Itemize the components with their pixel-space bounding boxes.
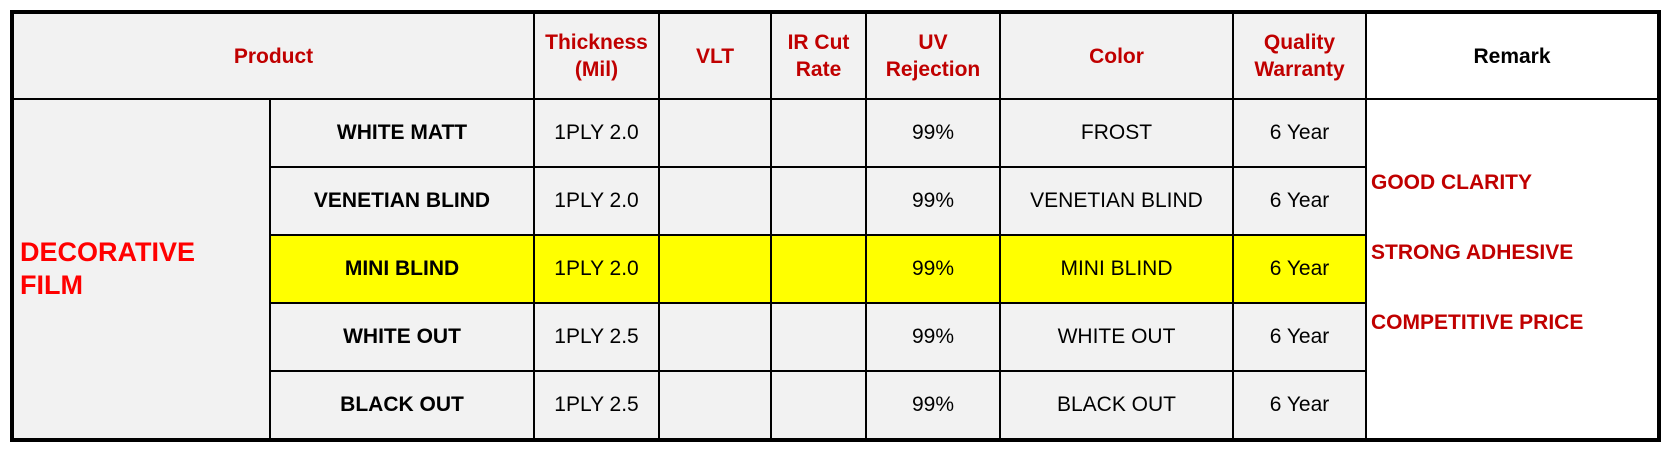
uv-cell: 99% [865,370,1001,441]
thickness-cell: 1PLY 2.0 [533,166,660,236]
thickness-cell: 1PLY 2.5 [533,302,660,372]
header-cell: Quality Warranty [1232,11,1367,100]
header-cell: VLT [658,11,772,100]
product-cell: BLACK OUT [269,370,535,441]
color-cell: FROST [999,98,1234,168]
header-cell: UV Rejection [865,11,1001,100]
vlt-cell [658,302,772,372]
uv-cell: 99% [865,166,1001,236]
header-cell: Remark [1365,11,1660,100]
product-cell: VENETIAN BLIND [269,166,535,236]
remark-text: COMPETITIVE PRICE [1371,311,1584,334]
color-cell: MINI BLIND [999,234,1234,304]
remarks-cell: GOOD CLARITY STRONG ADHESIVE COMPETITIVE P… [1365,98,1660,441]
table-body: DECORATIVE FILM WHITE MATT 1PLY 2.0 99% FROS… [11,98,1660,441]
header-cell: Product [11,11,535,100]
header-cell: Color [999,11,1234,100]
table-row: DECORATIVE FILM WHITE MATT 1PLY 2.0 99% FROS… [11,98,1660,441]
warranty-cell: 6 Year [1232,98,1367,168]
product-cell: WHITE OUT [269,302,535,372]
uv-cell: 99% [865,302,1001,372]
table-header: Product Thickness (Mil) VLT IR Cut Rate UV R… [11,11,1660,100]
vlt-cell [658,370,772,441]
table-row: BLACK OUT 1PLY 2.5 99% BLACK OUT 6 Year [12,370,1659,441]
uv-cell: 99% [865,98,1001,168]
table-row: WHITE OUT 1PLY 2.5 99% WHITE OUT 6 Year [12,302,1659,372]
color-cell: VENETIAN BLIND [999,166,1234,236]
ir-cell [770,370,867,441]
ir-cell [770,234,867,304]
group-cell: DECORATIVE FILM [11,98,271,441]
header-row: Product Thickness (Mil) VLT IR Cut Rate UV R… [11,11,1660,100]
thickness-cell: 1PLY 2.5 [533,370,660,441]
ir-cell [770,166,867,236]
uv-cell: 99% [865,234,1001,304]
product-table: Product Thickness (Mil) VLT IR Cut Rate UV R… [10,10,1661,442]
thickness-cell: 1PLY 2.0 [533,234,660,304]
table-row: MINI BLIND 1PLY 2.0 99% MINI BLIND 6 Year [12,234,1659,304]
ir-cell [770,302,867,372]
vlt-cell [658,166,772,236]
product-cell: WHITE MATT [269,98,535,168]
vlt-cell [658,234,772,304]
product-cell: MINI BLIND [269,234,535,304]
remark-text: GOOD CLARITY [1371,171,1532,194]
warranty-cell: 6 Year [1232,302,1367,372]
table-row: VENETIAN BLIND 1PLY 2.0 99% VENETIAN BLIND 6… [12,166,1659,236]
thickness-cell: 1PLY 2.0 [533,98,660,168]
warranty-cell: 6 Year [1232,370,1367,441]
warranty-cell: 6 Year [1232,234,1367,304]
color-cell: BLACK OUT [999,370,1234,441]
header-cell: Thickness (Mil) [533,11,660,100]
vlt-cell [658,98,772,168]
ir-cell [770,98,867,168]
color-cell: WHITE OUT [999,302,1234,372]
warranty-cell: 6 Year [1232,166,1367,236]
header-cell: IR Cut Rate [770,11,867,100]
remark-text: STRONG ADHESIVE [1371,241,1574,264]
